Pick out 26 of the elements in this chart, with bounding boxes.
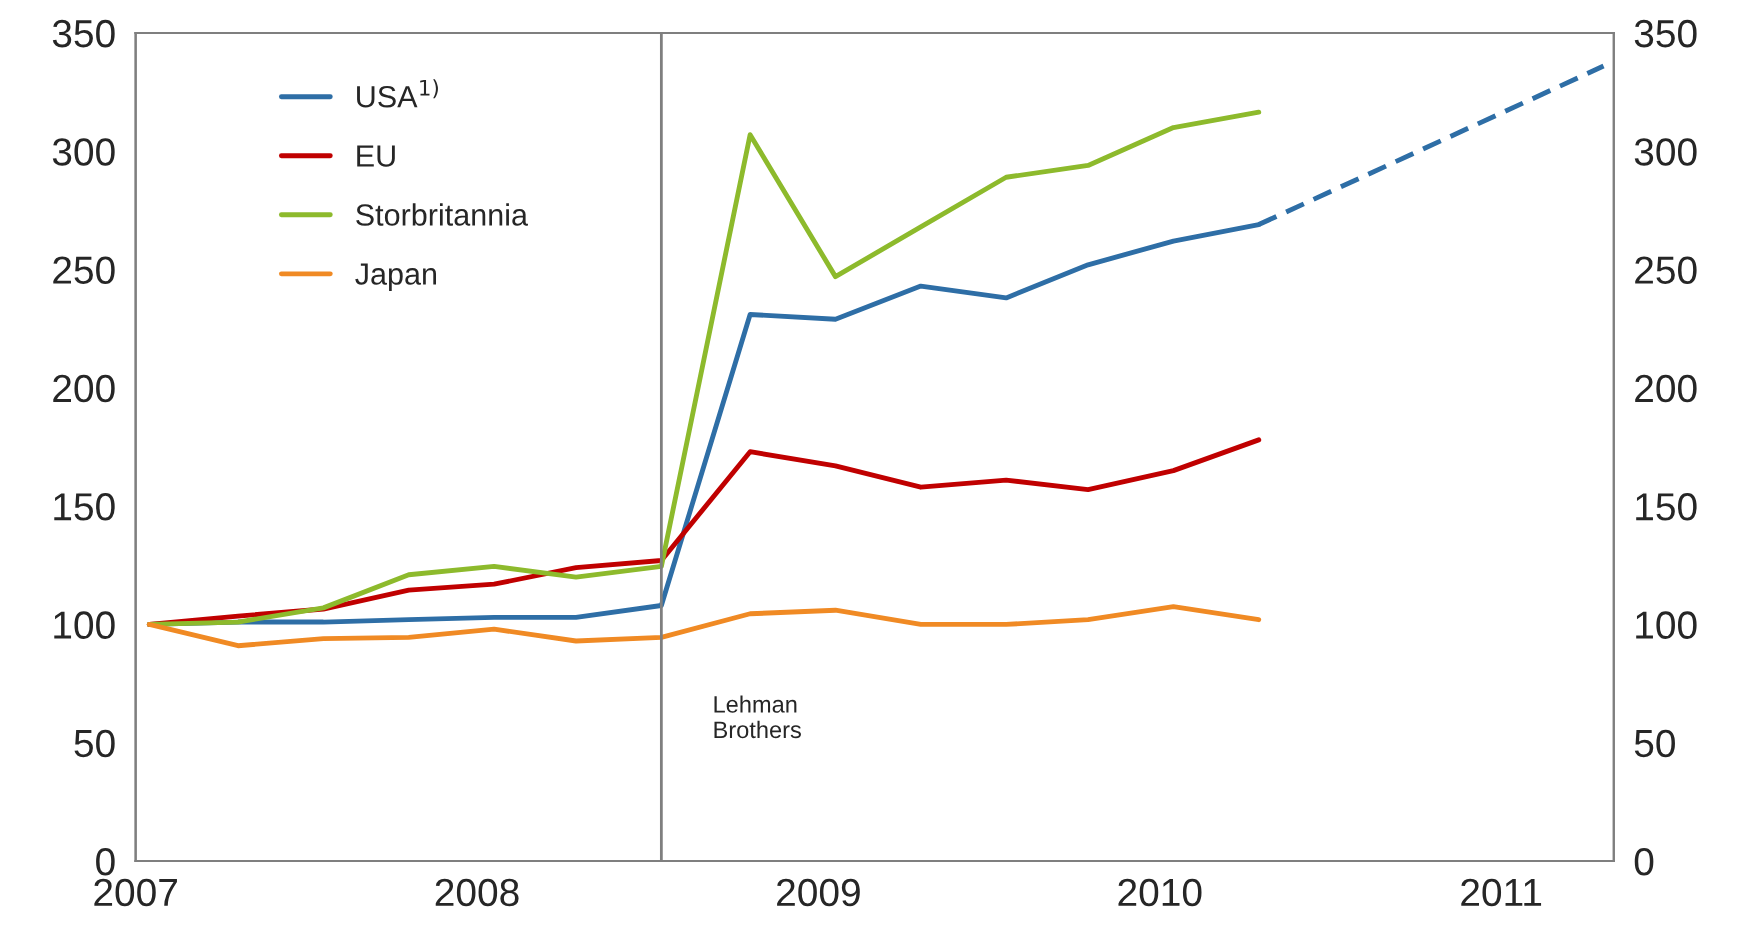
y2-tick-label: 250 <box>1635 256 1697 284</box>
y2-tick-label: 50 <box>1634 729 1675 758</box>
y-tick-label: 350 <box>52 19 115 48</box>
y-tick-label: 50 <box>74 729 115 758</box>
x-tick-label: 2010 <box>1118 878 1202 907</box>
y2-tick-label: 0 <box>1634 847 1654 876</box>
y-tick-label: 100 <box>54 611 115 639</box>
y-tick-label: 150 <box>54 493 115 521</box>
legend-label: Japan <box>355 263 436 291</box>
y-tick-label: 300 <box>52 138 115 166</box>
y-tick-label: 0 <box>96 847 115 876</box>
y2-tick-label: 300 <box>1634 138 1697 166</box>
y-tick-label: 250 <box>53 256 115 284</box>
x-tick-label: 2008 <box>435 878 519 907</box>
ref-line-label: Lehman Brothers <box>714 695 801 739</box>
x-tick-label: 2011 <box>1461 878 1542 907</box>
x-tick-label: 2007 <box>94 878 177 907</box>
y2-tick-label: 150 <box>1636 493 1697 521</box>
legend-label: Storbritannia <box>356 203 528 226</box>
y2-tick-label: 350 <box>1634 19 1697 48</box>
x-tick-label: 2009 <box>777 878 860 907</box>
legend-label: USA$^{1)}$ <box>357 79 438 108</box>
y-tick-label: 200 <box>53 374 115 403</box>
y2-tick-label: 200 <box>1635 374 1697 403</box>
y2-tick-label: 100 <box>1636 611 1697 639</box>
legend-label: EU <box>357 145 395 167</box>
